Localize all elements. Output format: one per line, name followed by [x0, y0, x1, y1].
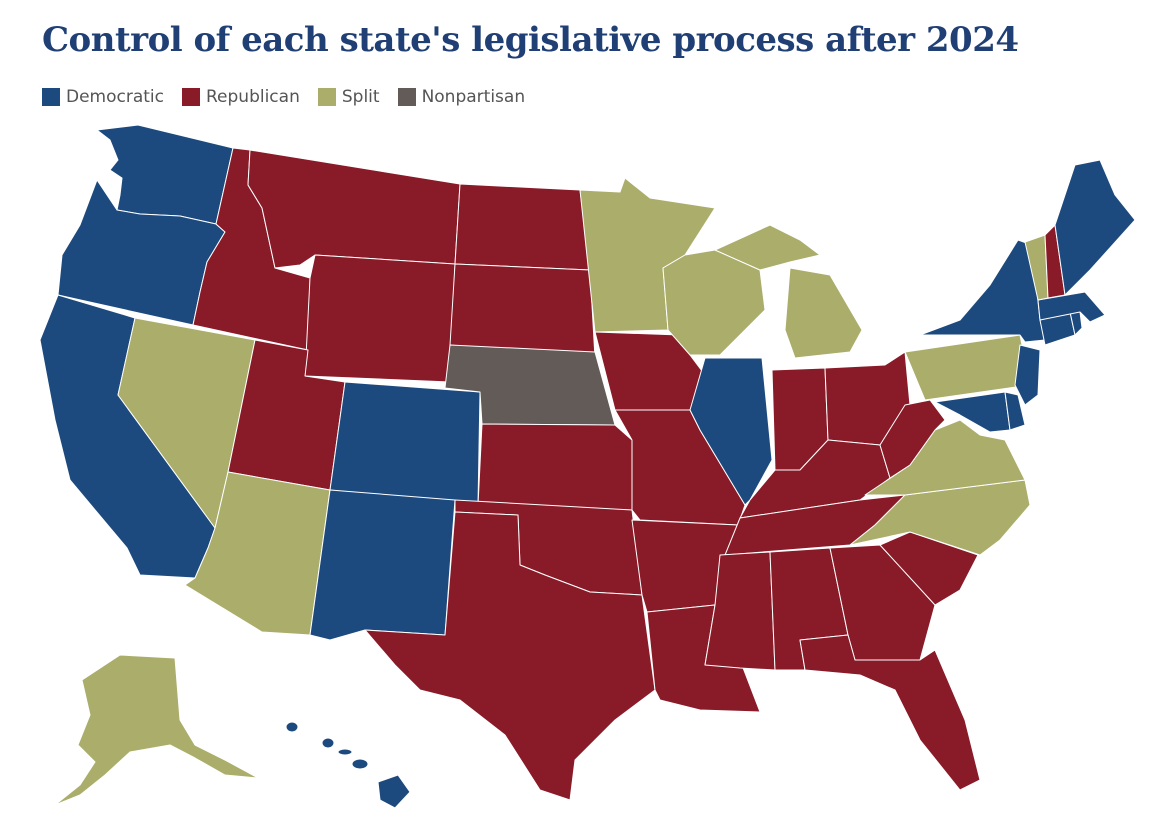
legend-label-nonpartisan: Nonpartisan — [421, 87, 526, 107]
state-HI-maui[interactable] — [351, 758, 369, 770]
state-SD[interactable] — [449, 263, 596, 359]
state-MN[interactable] — [579, 177, 716, 333]
legend-swatch-democratic — [42, 88, 60, 106]
state-PA[interactable] — [904, 334, 1031, 401]
state-MT[interactable] — [247, 149, 461, 269]
state-NJ[interactable] — [1014, 344, 1041, 406]
state-DE[interactable] — [1004, 391, 1026, 431]
legend-item-democratic: Democratic — [42, 87, 164, 107]
state-NY[interactable] — [919, 239, 1046, 343]
state-HI-molokai[interactable] — [337, 748, 353, 756]
state-WY[interactable] — [304, 254, 456, 383]
state-SC[interactable] — [879, 531, 979, 606]
state-IL[interactable] — [689, 357, 773, 506]
legend-swatch-republican — [182, 88, 200, 106]
legend-swatch-nonpartisan — [397, 88, 416, 106]
state-WI[interactable] — [662, 249, 766, 356]
legend-item-split: Split — [317, 87, 380, 107]
state-HI-kauai[interactable] — [285, 721, 299, 733]
legend-label-democratic: Democratic — [66, 87, 164, 107]
legend-label-republican: Republican — [206, 87, 300, 107]
state-HI-oahu[interactable] — [321, 737, 335, 749]
legend-item-republican: Republican — [182, 87, 300, 107]
state-TX[interactable] — [364, 511, 656, 801]
state-MA[interactable] — [1037, 291, 1106, 323]
state-CO[interactable] — [329, 381, 481, 506]
legend-item-nonpartisan: Nonpartisan — [397, 87, 526, 107]
legend: Democratic Republican Split Nonpartisan — [42, 87, 525, 107]
state-MI-upper[interactable] — [714, 224, 821, 271]
state-WV[interactable] — [879, 399, 946, 479]
state-MD[interactable] — [934, 391, 1011, 433]
state-AK[interactable] — [54, 654, 259, 806]
state-ME[interactable] — [1054, 159, 1136, 296]
legend-label-split: Split — [341, 87, 380, 107]
state-ND[interactable] — [454, 183, 591, 271]
state-NM[interactable] — [309, 489, 456, 641]
state-WA[interactable] — [96, 124, 234, 225]
legend-swatch-split — [317, 88, 336, 106]
state-MI[interactable] — [784, 267, 863, 359]
state-HI[interactable] — [377, 774, 411, 809]
state-FL[interactable] — [799, 634, 981, 791]
state-KS[interactable] — [477, 423, 633, 511]
map-title: Control of each state's legislative proc… — [42, 20, 1019, 60]
